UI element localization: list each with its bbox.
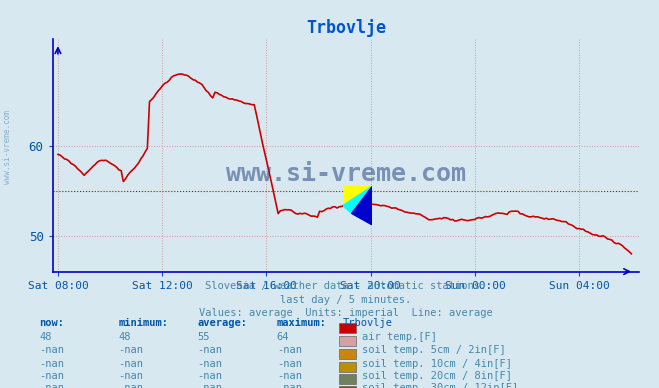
Text: Slovenia / weather data - automatic stations.: Slovenia / weather data - automatic stat… xyxy=(206,281,486,291)
Text: 48: 48 xyxy=(119,332,131,342)
Text: -nan: -nan xyxy=(40,345,65,355)
Text: -nan: -nan xyxy=(277,383,302,388)
Text: -nan: -nan xyxy=(198,371,223,381)
Text: -nan: -nan xyxy=(277,371,302,381)
Text: www.si-vreme.com: www.si-vreme.com xyxy=(3,111,13,184)
Text: soil temp. 10cm / 4in[F]: soil temp. 10cm / 4in[F] xyxy=(362,359,513,369)
Text: 64: 64 xyxy=(277,332,289,342)
Text: www.si-vreme.com: www.si-vreme.com xyxy=(226,162,466,186)
Text: -nan: -nan xyxy=(119,383,144,388)
Text: -nan: -nan xyxy=(277,359,302,369)
Text: soil temp. 20cm / 8in[F]: soil temp. 20cm / 8in[F] xyxy=(362,371,513,381)
Text: -nan: -nan xyxy=(277,345,302,355)
FancyBboxPatch shape xyxy=(339,362,356,372)
Text: -nan: -nan xyxy=(119,345,144,355)
Text: Trbovlje: Trbovlje xyxy=(343,318,393,328)
Text: air temp.[F]: air temp.[F] xyxy=(362,332,438,342)
Text: -nan: -nan xyxy=(198,359,223,369)
Polygon shape xyxy=(343,186,372,213)
Polygon shape xyxy=(352,186,372,225)
Text: maximum:: maximum: xyxy=(277,318,327,328)
Text: minimum:: minimum: xyxy=(119,318,169,328)
Polygon shape xyxy=(343,186,372,206)
Text: soil temp. 5cm / 2in[F]: soil temp. 5cm / 2in[F] xyxy=(362,345,506,355)
FancyBboxPatch shape xyxy=(339,386,356,388)
Text: Values: average  Units: imperial  Line: average: Values: average Units: imperial Line: av… xyxy=(199,308,493,319)
Title: Trbovlje: Trbovlje xyxy=(306,19,386,37)
Text: -nan: -nan xyxy=(198,383,223,388)
Text: last day / 5 minutes.: last day / 5 minutes. xyxy=(280,295,412,305)
Text: 48: 48 xyxy=(40,332,52,342)
Text: -nan: -nan xyxy=(198,345,223,355)
Text: -nan: -nan xyxy=(119,359,144,369)
Text: now:: now: xyxy=(40,318,65,328)
Text: -nan: -nan xyxy=(40,383,65,388)
FancyBboxPatch shape xyxy=(339,336,356,346)
FancyBboxPatch shape xyxy=(339,374,356,384)
FancyBboxPatch shape xyxy=(339,349,356,359)
Text: -nan: -nan xyxy=(40,371,65,381)
FancyBboxPatch shape xyxy=(339,323,356,333)
Text: -nan: -nan xyxy=(40,359,65,369)
Text: soil temp. 30cm / 12in[F]: soil temp. 30cm / 12in[F] xyxy=(362,383,519,388)
Text: -nan: -nan xyxy=(119,371,144,381)
Text: 55: 55 xyxy=(198,332,210,342)
Text: average:: average: xyxy=(198,318,248,328)
